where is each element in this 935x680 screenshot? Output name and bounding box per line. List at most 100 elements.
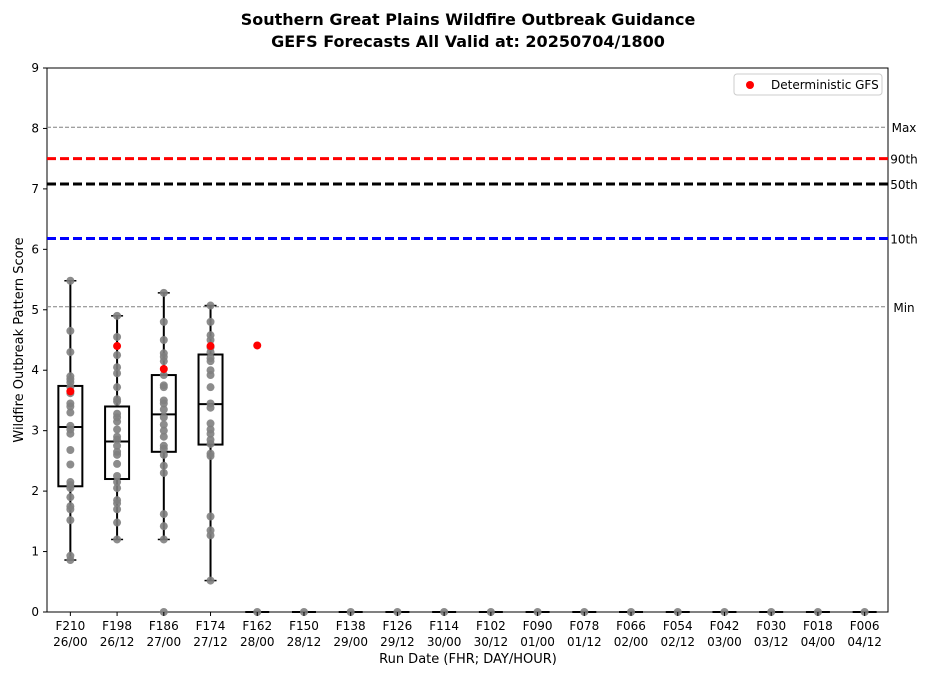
x-tick-label-date: 02/00 [614,635,649,649]
reference-label-max: Max [892,121,917,135]
ensemble-member-point [113,499,122,508]
ensemble-member-point [206,301,215,310]
ensemble-member-point [66,516,75,525]
ensemble-member-point [159,522,168,531]
x-tick-label-fhr: F126 [383,619,413,633]
x-tick-label-fhr: F066 [616,619,646,633]
ensemble-member-point [206,357,215,366]
y-tick-label: 6 [31,242,39,256]
reference-label-min: Min [893,301,914,315]
y-tick-label: 2 [31,484,39,498]
ensemble-member-point [113,472,122,480]
ensemble-member-point [159,510,168,519]
ensemble-member-point [159,426,168,435]
ensemble-member-point [113,459,122,468]
x-tick-label-date: 27/12 [193,635,228,649]
x-tick-label-date: 28/12 [287,635,322,649]
ensemble-member-point [206,576,215,585]
deterministic-gfs-point [253,341,262,350]
ensemble-member-point [66,484,75,493]
ensemble-member-point [159,405,168,414]
ensemble-member-point [66,505,75,514]
x-tick-label-fhr: F198 [102,619,132,633]
deterministic-gfs-point [159,365,168,374]
x-tick-label-date: 04/12 [847,635,882,649]
plot-area [46,67,889,613]
x-tick-label-fhr: F150 [289,619,319,633]
ensemble-member-point [113,369,122,378]
legend: Deterministic GFS [733,73,883,96]
ensemble-member-point [66,408,75,417]
ensemble-member-point [113,478,122,487]
y-tick-label: 8 [31,121,39,135]
x-axis: F210 26/00 F198 26/12 F186 27/00 F174 27/12 F162… [53,612,882,649]
ensemble-member-point [113,351,122,360]
ensemble-member-point [206,419,215,428]
ensemble-member-point [206,452,215,461]
x-tick-label-date: 29/00 [333,635,368,649]
ensemble-member-point [206,429,215,438]
deterministic-gfs-point [206,342,215,351]
reference-label-10th: 10th [890,232,918,246]
ensemble-member-point [113,383,122,392]
x-tick-label-fhr: F114 [429,619,459,633]
x-tick-label-date: 27/00 [147,635,182,649]
ensemble-member-point [159,288,168,297]
ensemble-member-point [113,397,122,406]
ensemble-member-point [66,348,75,357]
x-tick-label-fhr: F090 [523,619,553,633]
y-tick-label: 3 [31,424,39,438]
ensemble-member-point [206,383,215,392]
ensemble-member-point [113,518,122,527]
ensemble-member-point [206,348,215,357]
ensemble-member-point [159,444,168,453]
x-axis-label: Run Date (FHR; DAY/HOUR) [379,652,557,667]
ensemble-member-point [66,460,75,469]
ensemble-member-point [66,326,75,335]
y-axis: 0 1 2 3 4 5 6 7 8 9 [31,61,47,619]
legend-box [733,73,883,96]
ensemble-member-point [159,461,168,470]
ensemble-member-point [159,535,168,544]
ensemble-member-point [206,439,215,448]
ensemble-member-point [159,450,168,459]
ensemble-member-point [113,484,122,493]
x-tick-label-date: 26/12 [100,635,135,649]
reference-lines: Max 90th 50th 10th Min [47,121,918,315]
y-tick-label: 5 [31,303,39,317]
ensemble-member-point [66,402,75,411]
x-tick-label-date: 02/12 [660,635,695,649]
ensemble-members [66,276,869,616]
ensemble-member-point [66,429,75,438]
reference-label-90th: 90th [890,153,918,167]
ensemble-member-point [159,317,168,326]
x-tick-label-fhr: F102 [476,619,506,633]
x-tick-label-date: 28/00 [240,635,275,649]
ensemble-member-point [159,468,168,477]
legend-marker-deterministic-gfs [746,81,754,89]
x-tick-label-fhr: F054 [663,619,693,633]
ensemble-member-point [159,383,168,392]
ensemble-member-point [113,425,122,434]
chart-subtitle: GEFS Forecasts All Valid at: 20250704/18… [271,32,665,51]
reference-label-50th: 50th [890,178,918,192]
x-tick-label-fhr: F138 [336,619,366,633]
ensemble-member-point [66,446,75,455]
ensemble-member-point [113,332,122,341]
x-tick-label-date: 03/12 [754,635,789,649]
x-tick-label-fhr: F042 [710,619,740,633]
x-tick-label-date: 03/00 [707,635,742,649]
ensemble-member-point [206,371,215,380]
ensemble-member-point [159,357,168,366]
x-tick-label-fhr: F030 [756,619,786,633]
y-tick-label: 9 [31,61,39,75]
x-tick-label-date: 01/00 [520,635,555,649]
y-tick-label: 7 [31,182,39,196]
ensemble-member-point [113,450,122,459]
ensemble-member-point [206,531,215,540]
ensemble-member-point [159,371,168,380]
y-tick-label: 0 [31,605,39,619]
ensemble-member-point [113,435,122,444]
